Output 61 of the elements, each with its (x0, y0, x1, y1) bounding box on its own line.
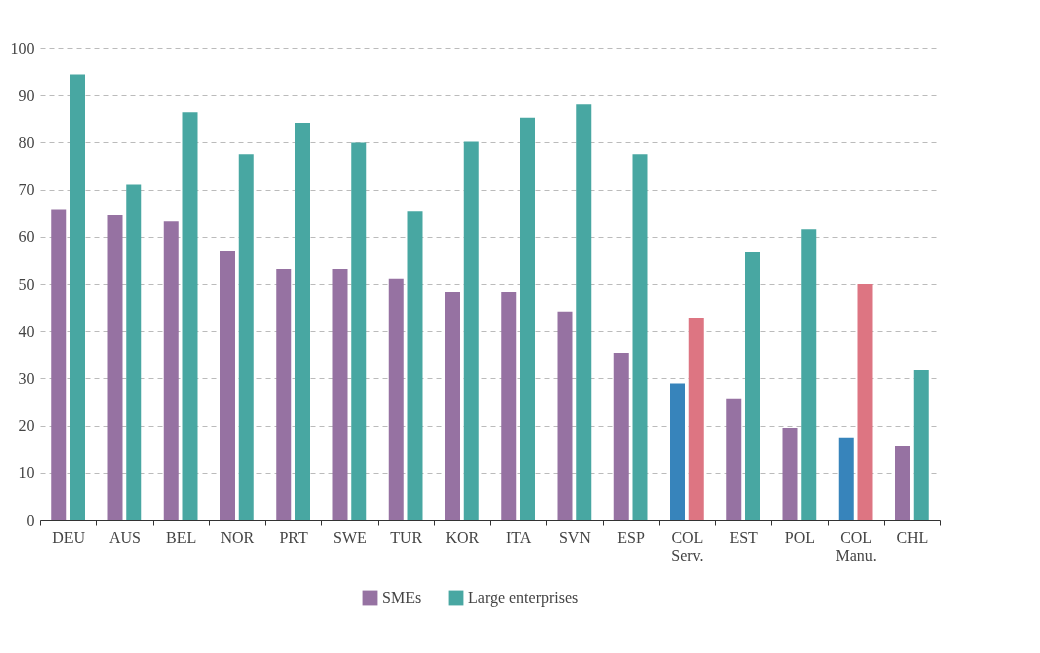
x-tick-label: TUR (390, 528, 423, 546)
y-tick-label: 30 (18, 369, 35, 387)
y-tick-label: 50 (18, 275, 35, 293)
bar (407, 211, 423, 520)
legend-label: Large enterprises (468, 589, 579, 607)
bar (782, 427, 798, 520)
x-tick-label: EST (729, 528, 759, 546)
bar (745, 251, 760, 520)
bar (613, 352, 629, 520)
bar (51, 209, 67, 520)
y-tick-label: 20 (18, 417, 35, 435)
bar (70, 74, 85, 520)
bar (295, 123, 310, 520)
bar (463, 141, 479, 520)
x-tick-label: ITA (505, 528, 532, 546)
bar (557, 311, 573, 520)
x-tick-label: BEL (166, 528, 197, 546)
bar (332, 268, 348, 520)
y-tick-label: 100 (10, 39, 35, 57)
bar (576, 104, 592, 520)
y-tick-label: 80 (18, 133, 35, 151)
x-tick-label: ESP (617, 528, 646, 546)
x-tick-label: CHL (896, 528, 929, 546)
legend-label: SMEs (382, 589, 422, 606)
y-tick-label: 70 (18, 181, 35, 199)
bar (670, 383, 685, 520)
bar (182, 112, 198, 520)
y-tick-label: 90 (18, 86, 35, 104)
y-tick-label: 10 (18, 464, 35, 482)
x-tick-label: NOR (220, 528, 255, 546)
x-tick-label: POL (784, 528, 815, 546)
bar (220, 250, 235, 520)
bar (351, 142, 367, 520)
bar (163, 221, 179, 520)
x-tick-label: COL Manu. (835, 528, 877, 564)
y-tick-label: 0 (26, 511, 35, 529)
bar (126, 184, 142, 520)
bar (801, 229, 817, 520)
x-tick-label: COL Serv. (671, 528, 704, 564)
bar (520, 117, 535, 520)
bar (895, 445, 910, 520)
bar (688, 317, 704, 520)
bar (238, 154, 254, 520)
bar (107, 215, 123, 520)
x-tick-label: SWE (332, 528, 367, 546)
x-tick-label: DEU (52, 528, 86, 546)
bar (913, 369, 929, 520)
bar (726, 398, 742, 520)
bar (857, 284, 873, 520)
bar (632, 154, 648, 520)
bar (388, 278, 404, 520)
x-tick-label: AUS (108, 528, 141, 546)
y-tick-label: 60 (18, 228, 35, 246)
bar (276, 268, 292, 520)
bar (445, 292, 460, 520)
x-tick-label: SVN (558, 528, 592, 546)
bar (501, 292, 517, 520)
bar (838, 437, 854, 520)
x-tick-label: PRT (279, 528, 309, 546)
x-tick-label: KOR (445, 528, 480, 546)
y-tick-label: 40 (18, 322, 35, 340)
